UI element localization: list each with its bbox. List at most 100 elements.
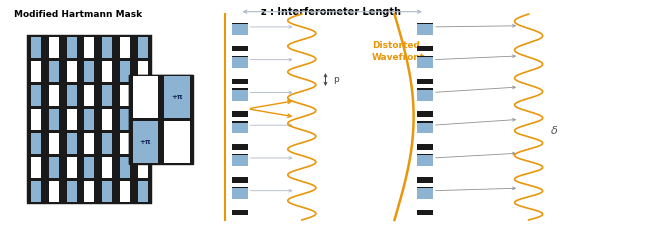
Bar — [49, 133, 59, 154]
Bar — [120, 85, 130, 106]
Bar — [417, 78, 433, 84]
Bar — [49, 109, 59, 130]
Bar — [66, 133, 77, 154]
Bar — [45, 35, 63, 59]
Bar — [49, 61, 59, 82]
Bar — [231, 121, 248, 123]
Bar — [81, 131, 98, 155]
Bar — [27, 107, 45, 131]
Bar — [138, 109, 148, 130]
Text: δ: δ — [551, 126, 558, 136]
Bar — [116, 107, 134, 131]
Bar — [66, 61, 77, 82]
Bar — [66, 109, 77, 130]
Text: p: p — [333, 75, 339, 84]
Text: +π: +π — [140, 139, 151, 145]
Bar — [31, 85, 41, 106]
Bar — [417, 155, 433, 166]
Bar — [98, 35, 116, 59]
Bar — [164, 76, 190, 118]
Bar — [120, 157, 130, 178]
Bar — [116, 35, 134, 59]
Bar — [27, 83, 45, 107]
Bar — [81, 155, 98, 179]
Bar — [45, 155, 63, 179]
Bar — [134, 59, 151, 83]
Bar — [116, 155, 134, 179]
Bar — [161, 119, 193, 164]
Bar — [231, 177, 248, 183]
Bar — [49, 157, 59, 178]
Bar — [66, 181, 77, 202]
Bar — [45, 59, 63, 83]
Bar — [84, 85, 94, 106]
Bar — [31, 181, 41, 202]
Bar — [231, 88, 248, 90]
Bar — [120, 109, 130, 130]
Bar — [81, 83, 98, 107]
Bar — [63, 131, 81, 155]
Text: z : Interferometer Length: z : Interferometer Length — [261, 7, 400, 17]
Bar — [231, 111, 248, 117]
Bar — [134, 35, 151, 59]
Bar — [138, 37, 148, 58]
Bar — [120, 133, 130, 154]
Bar — [138, 181, 148, 202]
Bar — [231, 23, 248, 25]
Bar — [231, 78, 248, 84]
Bar — [27, 131, 45, 155]
Bar — [133, 76, 158, 118]
Bar — [417, 25, 433, 35]
Bar — [98, 155, 116, 179]
Text: Modified Hartmann Mask: Modified Hartmann Mask — [14, 10, 142, 18]
Bar — [81, 179, 98, 204]
Bar — [231, 56, 248, 57]
Bar — [231, 210, 248, 215]
Bar — [417, 177, 433, 183]
Bar — [98, 179, 116, 204]
Bar — [417, 144, 433, 150]
Bar — [45, 107, 63, 131]
Bar — [417, 187, 433, 188]
Bar — [102, 61, 112, 82]
Bar — [84, 133, 94, 154]
Bar — [129, 75, 193, 164]
Bar — [129, 119, 161, 164]
Bar — [27, 35, 45, 59]
Bar — [417, 90, 433, 101]
Bar — [27, 59, 45, 83]
Bar — [63, 35, 81, 59]
Bar — [27, 179, 45, 204]
Bar — [98, 83, 116, 107]
Bar — [102, 109, 112, 130]
Bar — [134, 179, 151, 204]
Bar — [417, 57, 433, 68]
Bar — [417, 111, 433, 117]
Bar — [417, 123, 433, 133]
Bar — [45, 179, 63, 204]
Bar — [81, 107, 98, 131]
Text: +π: +π — [172, 94, 183, 100]
Bar — [84, 37, 94, 58]
Bar — [138, 85, 148, 106]
Bar — [84, 157, 94, 178]
Bar — [134, 107, 151, 131]
Bar — [138, 157, 148, 178]
Bar — [31, 61, 41, 82]
Bar — [134, 83, 151, 107]
Bar — [134, 131, 151, 155]
Bar — [49, 85, 59, 106]
Bar — [63, 59, 81, 83]
Text: Distorted
Wavefront: Distorted Wavefront — [372, 41, 425, 62]
Bar — [49, 37, 59, 58]
Bar — [102, 181, 112, 202]
Bar — [84, 181, 94, 202]
Bar — [417, 23, 433, 25]
Bar — [231, 57, 248, 68]
Bar — [27, 155, 45, 179]
Bar — [231, 155, 248, 166]
Bar — [231, 25, 248, 35]
Bar — [417, 210, 433, 215]
Bar — [417, 88, 433, 90]
Bar — [231, 46, 248, 51]
